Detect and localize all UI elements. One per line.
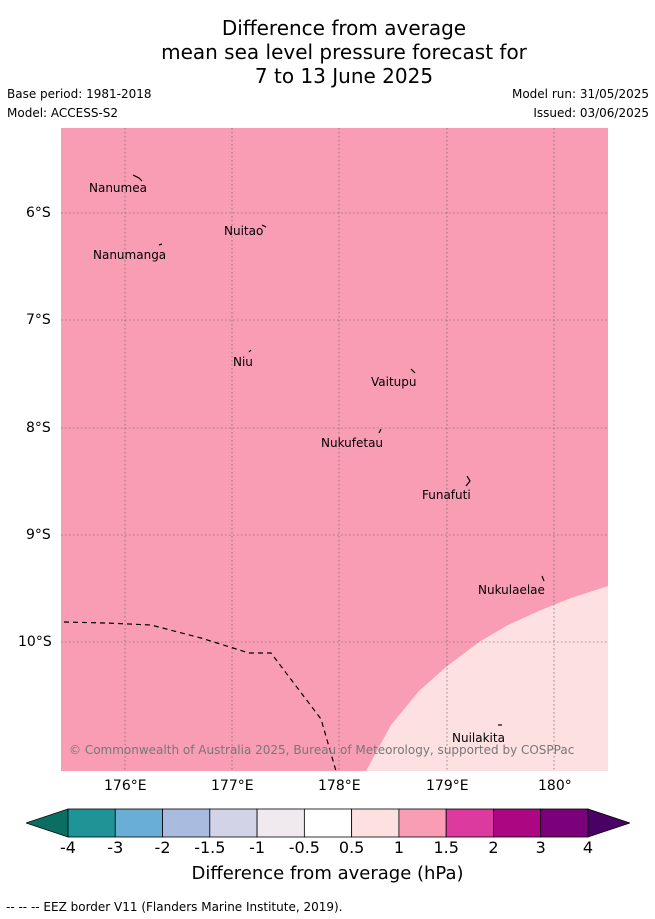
eez-border [63, 621, 337, 771]
eez-legend: -- -- -- EEZ border V11 (Flanders Marine… [6, 900, 343, 914]
colorbar-tick-label: 4 [582, 838, 594, 857]
colorbar-cell [351, 808, 400, 838]
colorbar-cell [398, 808, 447, 838]
colorbar-cell [162, 808, 211, 838]
colorbar-cells [67, 808, 589, 838]
title-line-3: 7 to 13 June 2025 [254, 64, 434, 88]
lon-label-180: 180° [538, 778, 572, 794]
lat-label-10s: 10°S [18, 634, 52, 650]
colorbar-tick-label: 2 [488, 838, 499, 857]
island-label-nukulaelae: Nukulaelae [478, 583, 545, 597]
nanumanga-island [158, 243, 163, 246]
island-label-nanumanga: Nanumanga [93, 248, 166, 262]
nukufetau-island [378, 428, 382, 434]
colorbar-tick-label: -1 [249, 838, 266, 857]
vaitupu-island [410, 368, 416, 374]
colorbar-cell [209, 808, 258, 838]
graticule [61, 128, 608, 771]
island-label-nuitao: Nuitao [224, 224, 263, 238]
map-title: Difference from average mean sea level p… [0, 16, 655, 88]
map-svg: Nanumea Nuitao Nanumanga Niu Vaitupu Nuk… [61, 128, 608, 771]
lon-label-179e: 179°E [426, 778, 469, 794]
copyright-notice: © Commonwealth of Australia 2025, Bureau… [69, 743, 574, 757]
colorbar-tick-label: -2 [154, 838, 171, 857]
colorbar-cell [540, 808, 589, 838]
model-name: Model: ACCESS-S2 [7, 106, 119, 120]
colorbar-under-arrow [26, 808, 69, 838]
colorbar-label: Difference from average (hPa) [191, 863, 464, 884]
lat-label-8s: 8°S [26, 420, 51, 436]
colorbar [26, 808, 630, 838]
colorbar-cell [303, 808, 353, 838]
nuitao-island [261, 224, 267, 228]
colorbar-tick-label: -3 [107, 838, 124, 857]
island-outlines [132, 174, 545, 726]
colorbar-tick-label: 1.5 [433, 838, 459, 857]
colorbar-tick-label: 1 [393, 838, 404, 857]
colorbar-cell [67, 808, 116, 838]
island-label-nanumea: Nanumea [89, 181, 147, 195]
colorbar-cell [445, 808, 494, 838]
title-line-2: mean sea level pressure forecast for [161, 40, 527, 64]
colorbar-tick-label: -0.5 [288, 838, 320, 857]
nanumea-island [132, 174, 143, 182]
island-label-niu: Niu [233, 355, 253, 369]
colorbar-cell [114, 808, 163, 838]
colorbar-tick-label: 3 [535, 838, 546, 857]
colorbar-cell [256, 808, 305, 838]
nukulaelae-island [541, 575, 545, 582]
colorbar-tick-label: -4 [60, 838, 76, 857]
lon-label-178e: 178°E [318, 778, 361, 794]
lat-label-6s: 6°S [26, 205, 51, 221]
base-period: Base period: 1981-2018 [7, 87, 152, 101]
colorbar-tick-label: -1.5 [194, 838, 226, 857]
island-label-nukufetau: Nukufetau [321, 436, 383, 450]
colorbar-cell [493, 808, 542, 838]
lat-label-9s: 9°S [26, 527, 51, 543]
colorbar-over-arrow [587, 808, 630, 838]
colorbar-tick-label: 0.5 [338, 838, 365, 857]
model-run: Model run: 31/05/2025 [511, 87, 649, 101]
lon-label-177e: 177°E [211, 778, 254, 794]
lat-label-7s: 7°S [26, 312, 51, 328]
island-label-funafuti: Funafuti [422, 488, 471, 502]
lon-label-176e: 176°E [104, 778, 147, 794]
niu-island [248, 349, 252, 353]
island-label-vaitupu: Vaitupu [371, 375, 417, 389]
funafuti-island [465, 475, 471, 487]
issued-date: Issued: 03/06/2025 [533, 106, 649, 120]
title-line-1: Difference from average [221, 16, 467, 40]
anomaly-fill-0-5-to-1 [366, 586, 608, 771]
map-panel: Nanumea Nuitao Nanumanga Niu Vaitupu Nuk… [61, 128, 608, 771]
island-label-nuilakita: Nuilakita [452, 731, 505, 745]
